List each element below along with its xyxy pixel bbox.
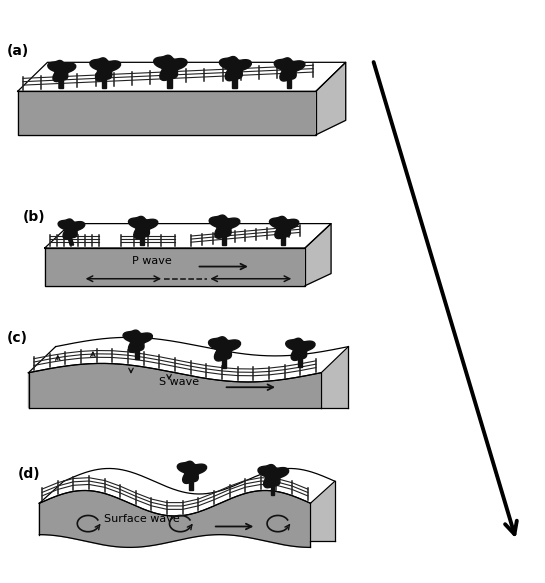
Text: (d): (d) <box>17 468 40 482</box>
Polygon shape <box>154 55 187 80</box>
Polygon shape <box>287 79 291 88</box>
Polygon shape <box>102 79 106 88</box>
Polygon shape <box>135 350 139 359</box>
Polygon shape <box>39 490 311 547</box>
Polygon shape <box>233 78 237 88</box>
Polygon shape <box>311 481 335 541</box>
Text: (a): (a) <box>7 44 29 58</box>
Polygon shape <box>222 236 226 245</box>
Polygon shape <box>28 363 322 408</box>
Polygon shape <box>129 216 158 238</box>
Polygon shape <box>274 58 305 81</box>
Polygon shape <box>141 236 144 245</box>
Polygon shape <box>17 92 316 135</box>
Polygon shape <box>48 61 76 82</box>
Polygon shape <box>220 57 251 81</box>
Polygon shape <box>258 465 289 488</box>
Polygon shape <box>209 337 240 361</box>
Polygon shape <box>39 469 335 516</box>
Polygon shape <box>269 216 299 238</box>
Polygon shape <box>167 78 172 88</box>
Polygon shape <box>58 219 84 239</box>
Polygon shape <box>209 215 240 238</box>
Polygon shape <box>316 62 346 135</box>
Polygon shape <box>189 481 193 490</box>
Polygon shape <box>270 485 275 494</box>
Polygon shape <box>28 338 348 382</box>
Polygon shape <box>222 359 226 368</box>
Polygon shape <box>123 330 153 352</box>
Text: P wave: P wave <box>131 257 171 266</box>
Polygon shape <box>17 62 346 92</box>
Polygon shape <box>45 248 305 286</box>
Polygon shape <box>298 358 301 367</box>
Polygon shape <box>286 338 315 360</box>
Polygon shape <box>281 236 285 245</box>
Text: Surface wave: Surface wave <box>105 514 180 525</box>
Polygon shape <box>90 58 120 81</box>
Polygon shape <box>45 224 331 248</box>
Polygon shape <box>177 461 207 483</box>
Text: S wave: S wave <box>159 377 199 387</box>
Polygon shape <box>59 79 63 88</box>
Polygon shape <box>322 347 348 408</box>
Text: (c): (c) <box>7 331 28 345</box>
Polygon shape <box>68 237 74 245</box>
Text: (b): (b) <box>23 210 46 224</box>
Polygon shape <box>305 224 331 286</box>
